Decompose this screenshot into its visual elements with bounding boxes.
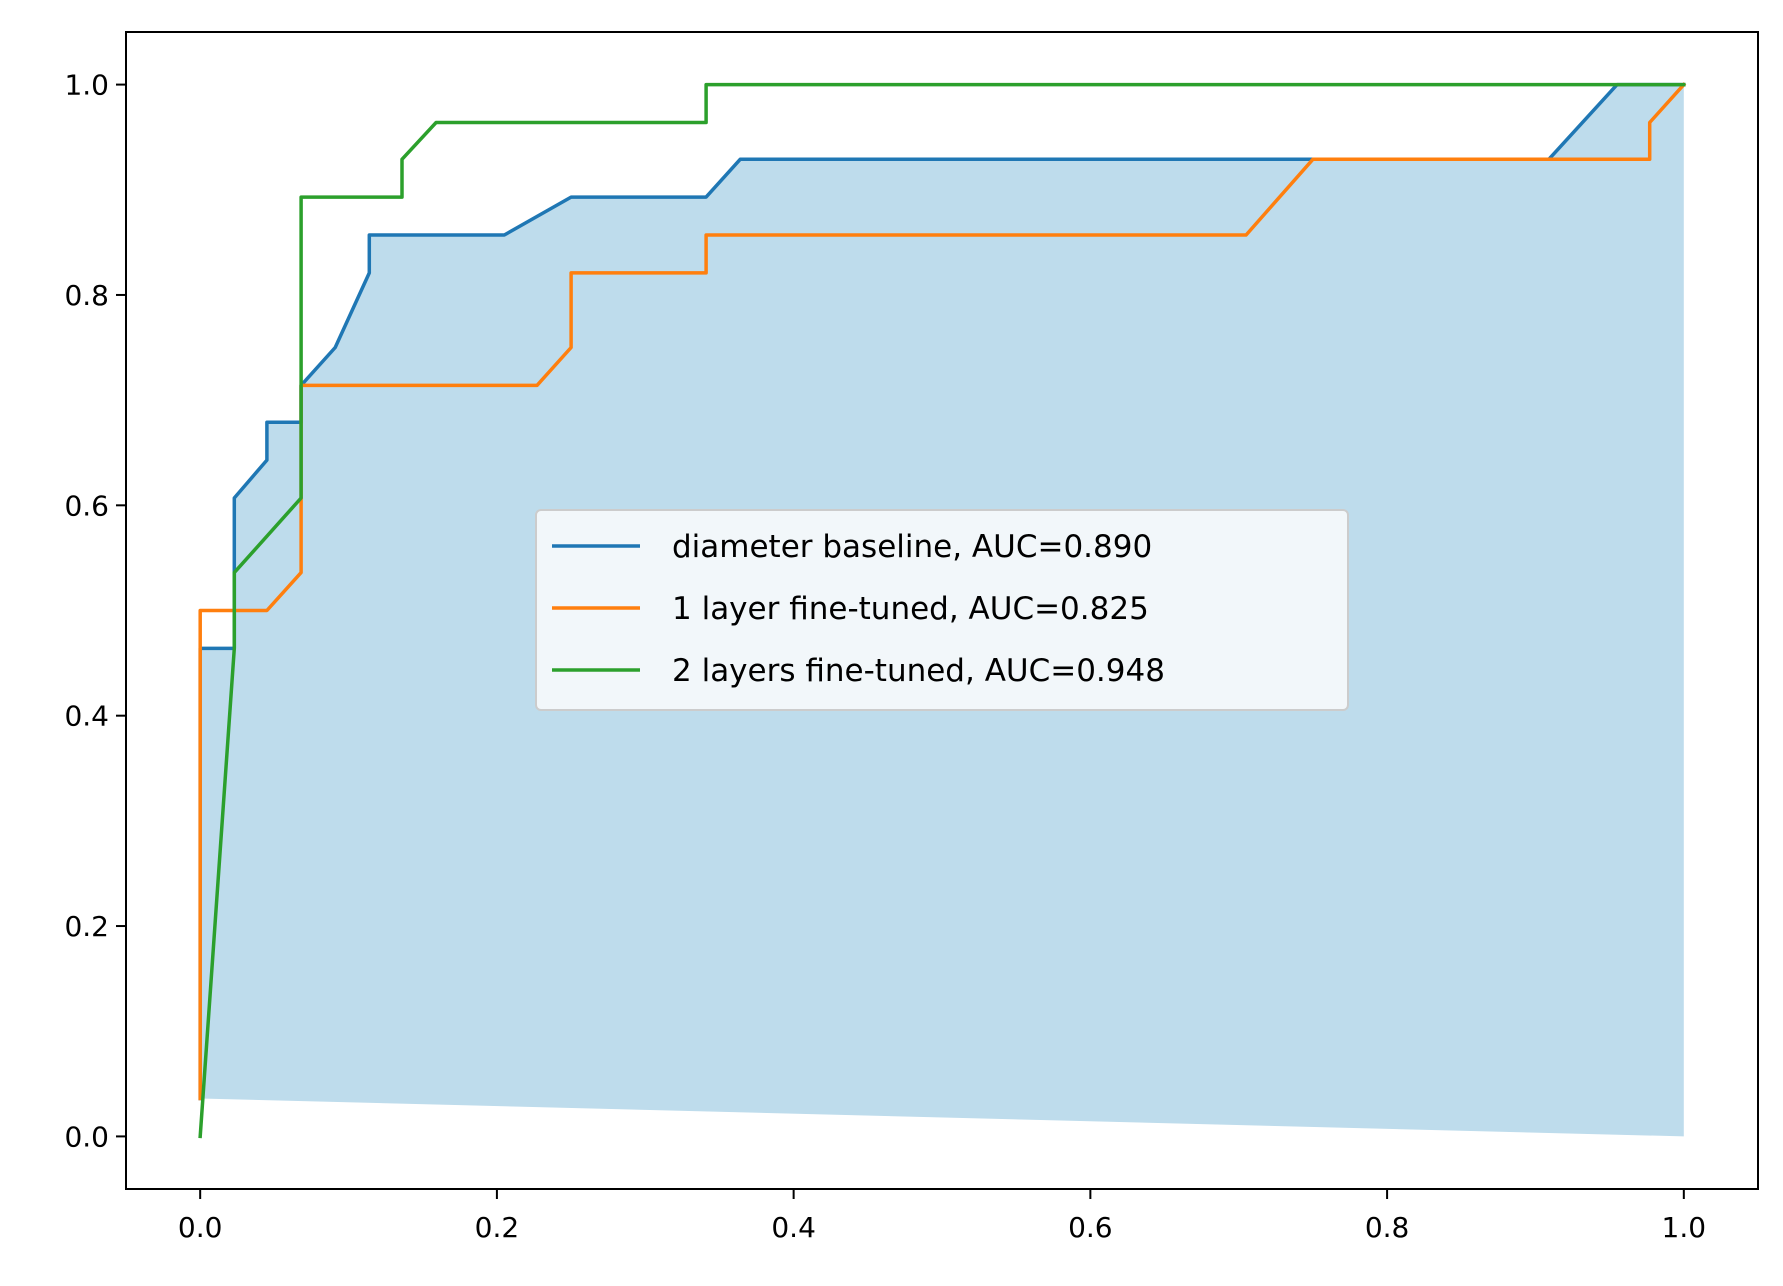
- y-tick-label: 0.6: [64, 489, 109, 522]
- legend-label-1: diameter baseline, AUC=0.890: [672, 529, 1152, 565]
- x-tick-label: 1.0: [1662, 1211, 1707, 1244]
- x-tick-label: 0.2: [475, 1211, 520, 1244]
- x-tick-label: 0.6: [1068, 1211, 1113, 1244]
- series-line-3: [198, 82, 1686, 1139]
- axes-frame: [125, 31, 1759, 1190]
- y-axis: 0.0 0.2 0.4 0.6 0.8 1.0: [64, 69, 126, 1153]
- x-axis: 0.0 0.2 0.4 0.6 0.8 1.0: [178, 1189, 1706, 1244]
- y-tick-label: 0.0: [64, 1120, 109, 1153]
- legend-box: [535, 509, 1349, 711]
- y-tick-label: 0.8: [64, 279, 109, 312]
- x-tick-label: 0.8: [1365, 1211, 1410, 1244]
- legend-label-2: 1 layer fine-tuned, AUC=0.825: [672, 591, 1149, 627]
- legend: diameter baseline, AUC=0.890 1 layer fine…: [535, 509, 1349, 711]
- x-tick-label: 0.4: [771, 1211, 816, 1244]
- y-tick-label: 0.2: [64, 910, 109, 943]
- x-tick-label: 0.0: [178, 1211, 223, 1244]
- series-line-1: [198, 82, 1686, 1101]
- series-line-2: [198, 82, 1687, 1101]
- y-tick-label: 0.4: [64, 700, 109, 733]
- y-tick-label: 1.0: [64, 69, 109, 102]
- legend-label-3: 2 layers fine-tuned, AUC=0.948: [672, 653, 1165, 689]
